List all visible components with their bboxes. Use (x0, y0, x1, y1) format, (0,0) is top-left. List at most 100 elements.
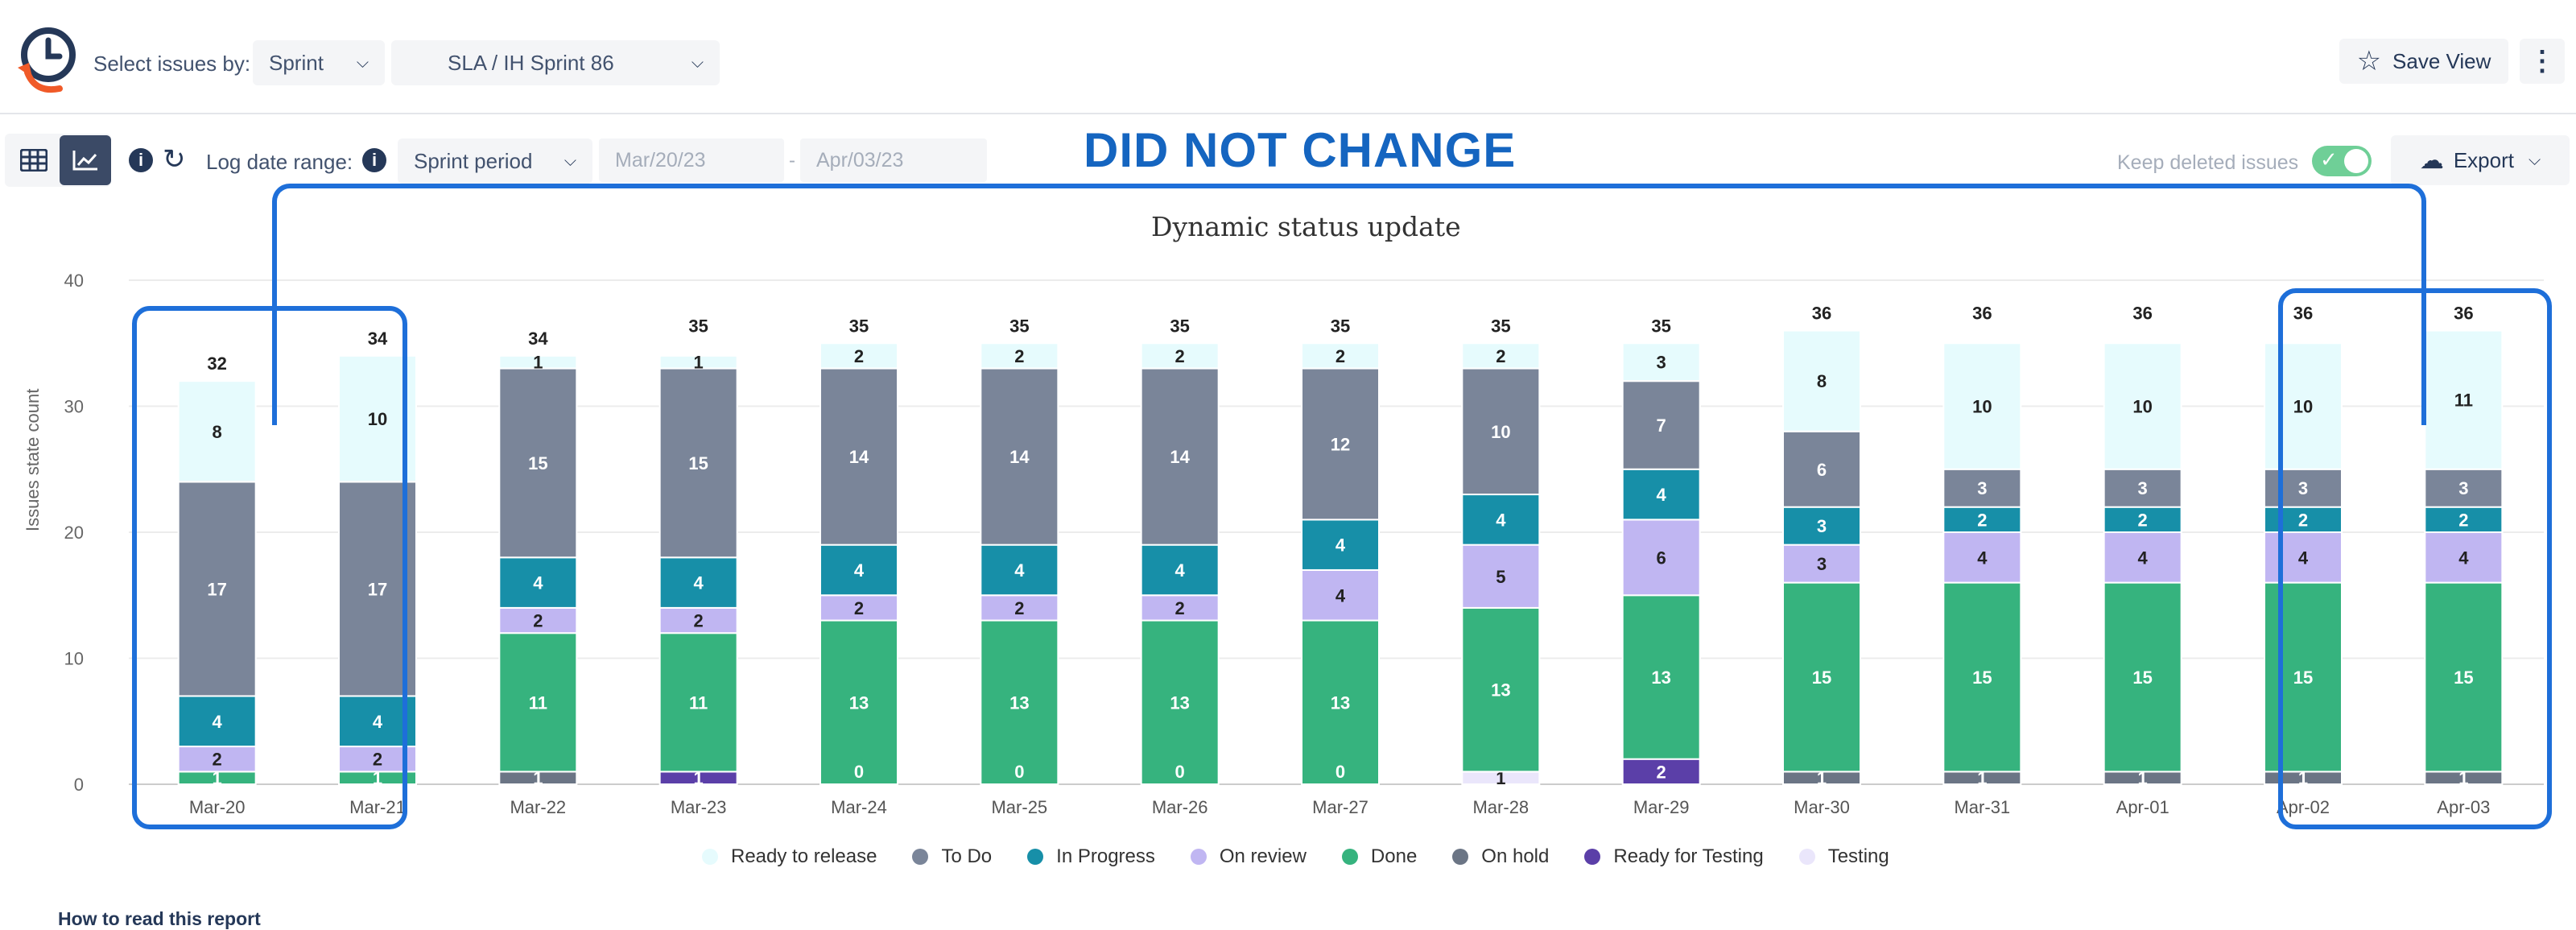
highlight-box-right (2278, 288, 2552, 829)
bar-segment (498, 367, 578, 559)
data-label: 4 (533, 573, 543, 593)
bar-segment (1621, 519, 1701, 597)
data-label: 12 (1331, 434, 1350, 454)
data-label: 17 (368, 579, 387, 599)
annotation-bracket (272, 184, 2426, 425)
data-label: 2 (854, 346, 864, 366)
keep-deleted-toggle[interactable]: ✓ (2312, 146, 2372, 176)
bar-segment (2264, 506, 2343, 534)
x-tick-label: Mar-20 (189, 797, 246, 817)
info-icon[interactable]: i (129, 148, 153, 172)
data-label: 3 (2138, 478, 2148, 498)
bar-segment (1461, 544, 1541, 609)
legend-item[interactable]: Testing (1798, 845, 1889, 868)
data-label: 1 (1977, 768, 1987, 788)
bar-segment (819, 367, 898, 546)
bar-segment (980, 619, 1059, 785)
total-label: 35 (1331, 316, 1350, 336)
bar-segment (2103, 468, 2182, 508)
data-label: 11 (689, 692, 708, 713)
data-label: 3 (1817, 516, 1827, 536)
x-tick-label: Apr-01 (2116, 797, 2169, 817)
date-range-mode-dropdown[interactable]: Sprint period ⌵ (398, 138, 592, 184)
legend-label: On review (1219, 845, 1307, 867)
data-label: 4 (854, 560, 865, 581)
select-by-dropdown[interactable]: Sprint ⌵ (253, 40, 385, 85)
x-tick-label: Mar-24 (831, 797, 887, 817)
y-tick-label: 30 (64, 397, 84, 417)
save-view-button[interactable]: ☆ Save View (2339, 39, 2508, 84)
data-label: 15 (688, 453, 708, 473)
data-label: 0 (1335, 762, 1345, 782)
data-label: 0 (1014, 762, 1024, 782)
legend-item[interactable]: On review (1190, 845, 1307, 868)
legend-item[interactable]: Done (1341, 845, 1418, 868)
more-vertical-icon[interactable]: ⋮ (2520, 39, 2565, 84)
export-button[interactable]: ☁ Export ⌵ (2391, 135, 2570, 185)
legend-label: Testing (1827, 845, 1889, 867)
data-label: 13 (1331, 692, 1350, 713)
data-label: 4 (2298, 548, 2309, 568)
legend-dot (702, 849, 718, 865)
data-label: 15 (1972, 668, 1992, 688)
data-label: 1 (533, 768, 543, 788)
data-label: 15 (2293, 668, 2313, 688)
legend-item[interactable]: In Progress (1027, 845, 1155, 868)
refresh-icon[interactable]: ↻ (163, 144, 186, 175)
data-label: 6 (1657, 548, 1666, 568)
legend-label: Done (1370, 845, 1418, 867)
bar-segment (980, 594, 1059, 622)
sprint-dropdown[interactable]: SLA / IH Sprint 86 ⌵ (391, 40, 720, 85)
data-label: 2 (1977, 510, 1987, 530)
data-label: 2 (1175, 346, 1185, 366)
data-label: 2 (373, 750, 382, 770)
grid-icon[interactable] (10, 138, 58, 182)
legend-dot (1584, 849, 1601, 865)
bar-segment (1621, 468, 1701, 521)
bar-segment (1942, 342, 2022, 470)
bar-segment (658, 354, 738, 370)
legend-dot (1190, 849, 1207, 865)
total-label: 36 (1972, 304, 1992, 324)
info-icon[interactable]: i (362, 148, 386, 172)
legend-item[interactable]: Ready to release (702, 845, 877, 868)
x-tick-label: Mar-28 (1472, 797, 1529, 817)
data-label: 4 (1335, 535, 1346, 556)
bar-segment (1301, 568, 1380, 622)
legend-label: On hold (1481, 845, 1550, 867)
data-label: 1 (2458, 768, 2468, 788)
line-chart-icon[interactable] (60, 135, 111, 185)
bar-segment (2264, 531, 2343, 584)
top-bar (0, 0, 2576, 114)
data-label: 2 (2138, 510, 2148, 530)
log-date-label: Log date range: (206, 150, 353, 174)
bar-segment (1621, 342, 1701, 382)
bar-segment (658, 632, 738, 773)
bar-segment (2424, 329, 2504, 470)
data-label: 11 (529, 692, 547, 713)
total-label: 35 (1009, 316, 1029, 336)
bar-segment (1140, 342, 1220, 370)
bar-segment (980, 367, 1059, 546)
legend-label: In Progress (1056, 845, 1155, 867)
total-label: 36 (2293, 304, 2313, 324)
legend-item[interactable]: Ready for Testing (1584, 845, 1764, 868)
how-to-read-link[interactable]: How to read this report (58, 908, 261, 929)
export-label: Export (2453, 147, 2514, 172)
data-label: 3 (1817, 554, 1827, 574)
data-label: 3 (2298, 478, 2308, 498)
total-label: 36 (2454, 304, 2473, 324)
total-label: 35 (1170, 316, 1189, 336)
cloud-download-icon: ☁ (2419, 147, 2444, 174)
star-icon: ☆ (2356, 46, 2382, 76)
data-label: 1 (1817, 768, 1827, 788)
legend-item[interactable]: To Do (912, 845, 992, 868)
bar-segment (819, 342, 898, 370)
bar-segment (1942, 531, 2022, 584)
date-from-input[interactable]: Mar/20/23 (599, 138, 784, 182)
legend-dot (1027, 849, 1044, 865)
date-to-input[interactable]: Apr/03/23 (800, 138, 987, 182)
data-label: 4 (694, 573, 704, 593)
legend-item[interactable]: On hold (1452, 845, 1549, 868)
bar-segment (498, 632, 578, 773)
